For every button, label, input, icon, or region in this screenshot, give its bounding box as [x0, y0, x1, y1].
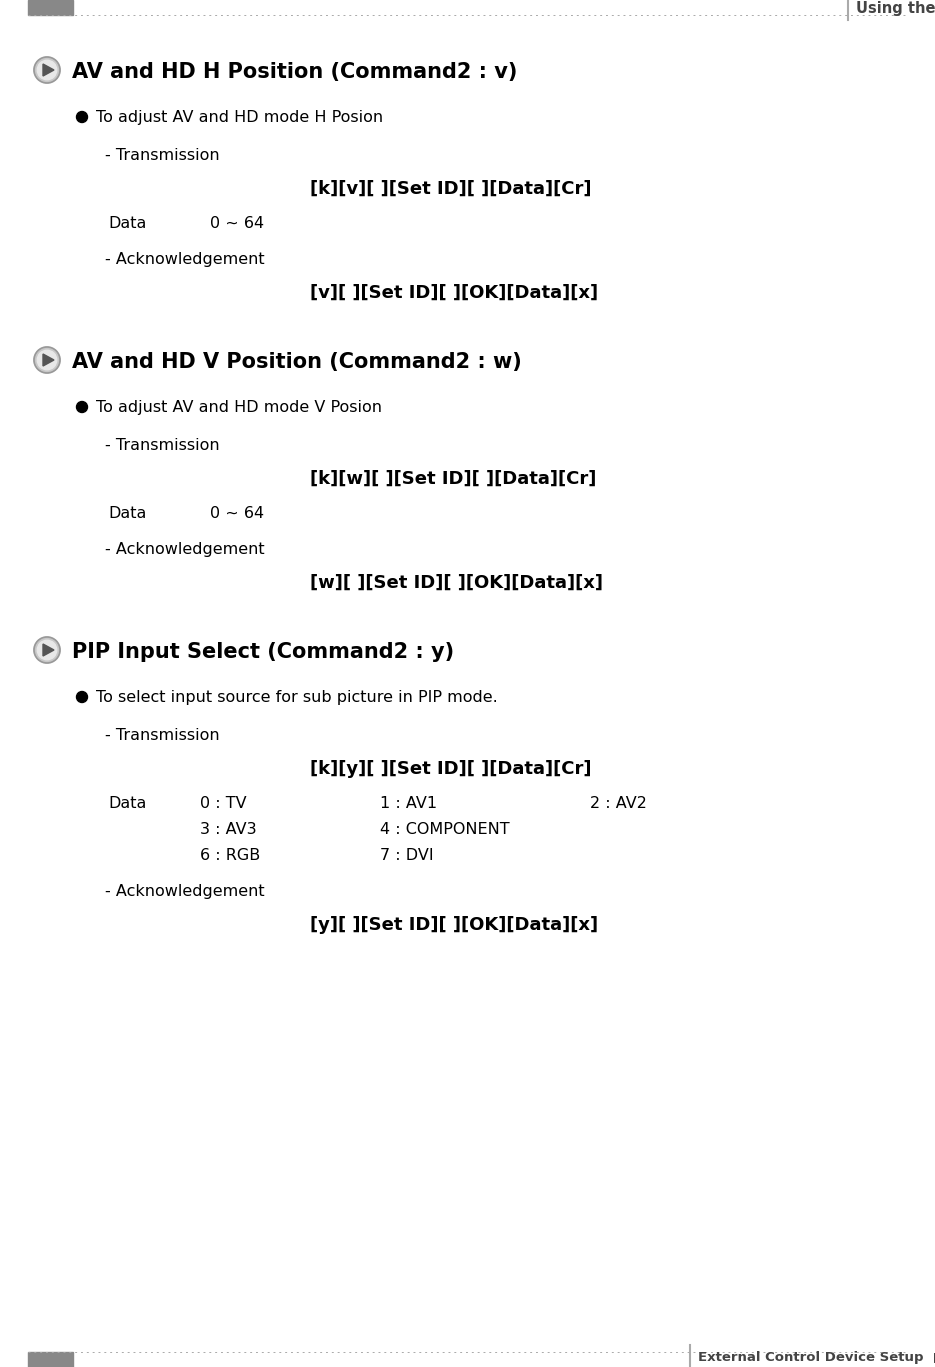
- Text: Using the LCD TV: Using the LCD TV: [856, 0, 935, 15]
- Bar: [28, 1352, 73, 1367]
- Text: Data: Data: [108, 796, 147, 811]
- Text: [k][w][ ][Set ID][ ][Data][Cr]: [k][w][ ][Set ID][ ][Data][Cr]: [310, 470, 597, 488]
- Text: To adjust AV and HD mode V Posion: To adjust AV and HD mode V Posion: [96, 401, 382, 416]
- Polygon shape: [43, 354, 54, 366]
- Text: - Transmission: - Transmission: [105, 437, 220, 452]
- Text: [w][ ][Set ID][ ][OK][Data][x]: [w][ ][Set ID][ ][OK][Data][x]: [310, 574, 603, 592]
- Text: 0 ~ 64: 0 ~ 64: [210, 216, 264, 231]
- Circle shape: [34, 57, 60, 83]
- Text: 0 ~ 64: 0 ~ 64: [210, 506, 264, 521]
- Text: - Transmission: - Transmission: [105, 729, 220, 744]
- Text: - Acknowledgement: - Acknowledgement: [105, 541, 265, 556]
- Polygon shape: [43, 64, 54, 77]
- Text: 3 : AV3: 3 : AV3: [200, 822, 256, 837]
- Text: 1 : AV1: 1 : AV1: [380, 796, 438, 811]
- Circle shape: [77, 402, 88, 413]
- Text: 7 : DVI: 7 : DVI: [380, 848, 434, 863]
- Text: Data: Data: [108, 216, 147, 231]
- Text: - Acknowledgement: - Acknowledgement: [105, 884, 265, 899]
- Text: [k][y][ ][Set ID][ ][Data][Cr]: [k][y][ ][Set ID][ ][Data][Cr]: [310, 760, 592, 778]
- Text: AV and HD V Position (Command2 : w): AV and HD V Position (Command2 : w): [72, 351, 522, 372]
- Text: [v][ ][Set ID][ ][OK][Data][x]: [v][ ][Set ID][ ][OK][Data][x]: [310, 284, 598, 302]
- Circle shape: [37, 60, 57, 79]
- Text: PIP Input Select (Command2 : y): PIP Input Select (Command2 : y): [72, 642, 454, 662]
- Circle shape: [34, 637, 60, 663]
- Text: 6 : RGB: 6 : RGB: [200, 848, 260, 863]
- Text: [y][ ][Set ID][ ][OK][Data][x]: [y][ ][Set ID][ ][OK][Data][x]: [310, 916, 598, 934]
- Polygon shape: [43, 644, 54, 656]
- Text: Data: Data: [108, 506, 147, 521]
- Circle shape: [34, 347, 60, 373]
- Text: 2 : AV2: 2 : AV2: [590, 796, 647, 811]
- Text: - Transmission: - Transmission: [105, 148, 220, 163]
- Text: To adjust AV and HD mode H Posion: To adjust AV and HD mode H Posion: [96, 109, 383, 124]
- Text: 0 : TV: 0 : TV: [200, 796, 247, 811]
- Circle shape: [77, 692, 88, 703]
- Bar: [28, 0, 73, 15]
- Text: [k][v][ ][Set ID][ ][Data][Cr]: [k][v][ ][Set ID][ ][Data][Cr]: [310, 180, 592, 198]
- Text: AV and HD H Position (Command2 : v): AV and HD H Position (Command2 : v): [72, 62, 517, 82]
- Circle shape: [37, 640, 57, 660]
- Text: To select input source for sub picture in PIP mode.: To select input source for sub picture i…: [96, 690, 497, 705]
- Text: External Control Device Setup  ■  2-53: External Control Device Setup ■ 2-53: [698, 1351, 935, 1363]
- Text: 4 : COMPONENT: 4 : COMPONENT: [380, 822, 510, 837]
- Circle shape: [77, 112, 88, 123]
- Text: - Acknowledgement: - Acknowledgement: [105, 252, 265, 267]
- Circle shape: [37, 350, 57, 369]
